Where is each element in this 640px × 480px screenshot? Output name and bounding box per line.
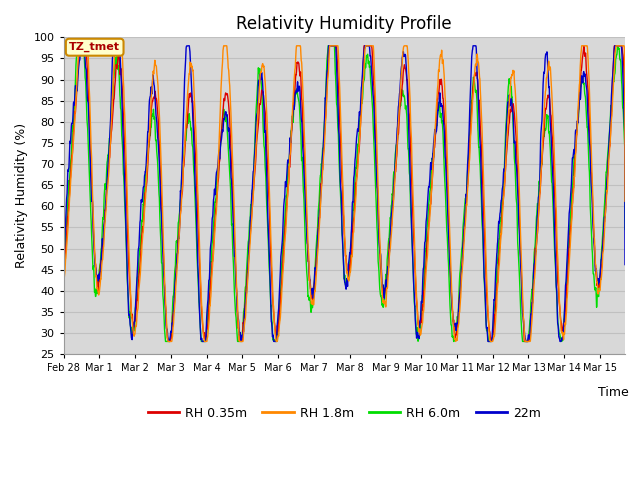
RH 0.35m [354,162,362,168]
RH 0.35m [310,286,317,292]
RH 0.35m [305,267,313,273]
22m [165,338,173,344]
22m [305,269,313,275]
22m [354,127,362,132]
Title: Relativity Humidity Profile: Relativity Humidity Profile [236,15,452,33]
22m [445,242,453,248]
RH 6.0m [74,43,81,48]
RH 1.8m [621,198,629,204]
RH 1.8m [131,326,139,332]
RH 6.0m [310,284,317,290]
RH 6.0m [60,338,67,344]
Y-axis label: Relativity Humidity (%): Relativity Humidity (%) [15,123,28,268]
RH 1.8m [60,338,67,344]
22m [131,307,139,312]
22m [310,285,318,290]
RH 1.8m [310,298,318,303]
Line: RH 1.8m: RH 1.8m [63,46,625,341]
RH 0.35m [131,315,139,321]
22m [420,241,428,247]
RH 6.0m [305,297,313,303]
22m [621,262,629,267]
22m [110,43,118,48]
Line: 22m: 22m [63,46,625,341]
Line: RH 6.0m: RH 6.0m [63,46,625,341]
RH 0.35m [60,338,67,344]
RH 6.0m [621,227,629,232]
RH 6.0m [131,306,139,312]
RH 1.8m [445,213,453,219]
RH 0.35m [420,285,428,290]
RH 0.35m [76,43,84,48]
RH 1.8m [76,43,83,48]
RH 0.35m [445,232,453,238]
RH 1.8m [305,266,313,272]
22m [60,335,67,340]
Line: RH 0.35m: RH 0.35m [63,46,625,341]
RH 1.8m [420,291,428,297]
Legend: RH 0.35m, RH 1.8m, RH 6.0m, 22m: RH 0.35m, RH 1.8m, RH 6.0m, 22m [143,402,546,424]
RH 6.0m [354,142,362,147]
RH 6.0m [445,278,453,284]
RH 6.0m [420,266,428,272]
Text: TZ_tmet: TZ_tmet [69,42,120,52]
X-axis label: Time: Time [598,386,629,399]
RH 0.35m [621,187,629,193]
RH 1.8m [354,164,362,170]
RH 1.8m [164,338,172,344]
